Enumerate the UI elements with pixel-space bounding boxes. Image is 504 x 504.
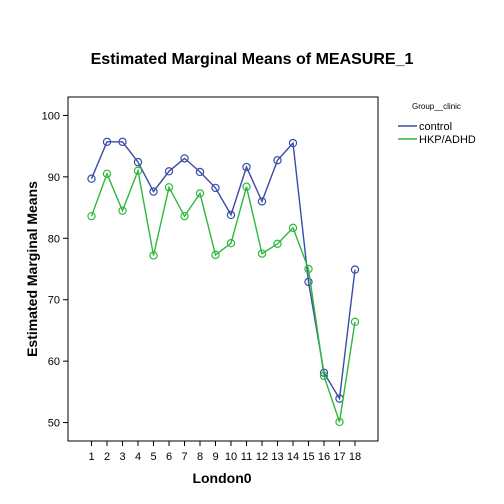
y-tick-label: 80 bbox=[48, 233, 60, 245]
legend-title: Group__clinic bbox=[412, 102, 461, 111]
data-point bbox=[226, 210, 236, 220]
data-point bbox=[319, 371, 329, 381]
data-point bbox=[242, 182, 251, 191]
data-point bbox=[304, 264, 313, 274]
x-tick-label: 14 bbox=[287, 451, 299, 463]
x-tick-label: 10 bbox=[225, 451, 237, 463]
chart-title: Estimated Marginal Means of MEASURE_1 bbox=[91, 51, 414, 68]
y-tick-label: 90 bbox=[48, 172, 60, 184]
data-point bbox=[195, 167, 205, 177]
data-point bbox=[288, 138, 298, 148]
data-point bbox=[211, 250, 220, 260]
data-point bbox=[102, 137, 112, 147]
data-point bbox=[350, 265, 360, 274]
x-tick-label: 18 bbox=[349, 451, 361, 463]
x-tick-label: 12 bbox=[256, 451, 268, 463]
series-line bbox=[90, 141, 356, 401]
series-2 bbox=[87, 166, 360, 427]
x-tick-label: 2 bbox=[104, 451, 110, 463]
y-axis-label: Estimated Marginal Means bbox=[24, 181, 40, 357]
x-tick-label: 17 bbox=[333, 451, 345, 463]
data-point bbox=[118, 137, 127, 147]
data-point bbox=[350, 317, 360, 327]
x-tick-label: 9 bbox=[212, 451, 218, 463]
x-tick-label: 11 bbox=[241, 451, 252, 463]
data-point bbox=[180, 154, 189, 163]
data-point bbox=[164, 167, 174, 176]
y-tick-label: 50 bbox=[48, 418, 60, 430]
data-point bbox=[118, 206, 127, 215]
x-tick-label: 16 bbox=[318, 451, 330, 463]
data-point bbox=[133, 166, 143, 175]
data-point bbox=[242, 162, 251, 172]
y-axis: 50 60 70 80 90 100 bbox=[42, 110, 68, 430]
x-tick-label: 3 bbox=[119, 451, 125, 463]
data-point bbox=[149, 187, 158, 196]
x-axis-label: London0 bbox=[192, 470, 251, 486]
x-tick-label: 6 bbox=[166, 451, 172, 463]
data-point bbox=[195, 189, 205, 198]
data-point bbox=[102, 169, 112, 178]
legend-label: control bbox=[419, 121, 452, 133]
x-axis: 1 2 3 4 5 6 7 8 9 10 11 12 13 14 15 16 17 18 bbox=[88, 441, 361, 463]
x-tick-label: 13 bbox=[271, 451, 283, 463]
data-point bbox=[273, 239, 282, 249]
data-point bbox=[335, 417, 344, 427]
data-point bbox=[211, 183, 220, 193]
y-tick-label: 60 bbox=[48, 356, 60, 368]
data-point bbox=[257, 249, 267, 258]
data-point bbox=[133, 157, 143, 167]
x-tick-label: 8 bbox=[197, 451, 203, 463]
data-point bbox=[288, 223, 298, 233]
data-point bbox=[304, 277, 313, 287]
legend-label: HKP/ADHD bbox=[419, 134, 476, 146]
x-tick-label: 4 bbox=[135, 451, 141, 463]
x-tick-label: 1 bbox=[88, 451, 94, 463]
x-tick-label: 7 bbox=[181, 451, 187, 463]
data-point bbox=[226, 238, 236, 248]
data-point bbox=[87, 174, 96, 183]
data-point bbox=[273, 156, 282, 165]
data-point bbox=[164, 183, 174, 192]
plot-area bbox=[67, 96, 379, 442]
y-tick-label: 70 bbox=[48, 295, 60, 307]
series-layer bbox=[87, 137, 360, 427]
x-tick-label: 5 bbox=[150, 451, 156, 463]
data-point bbox=[257, 197, 267, 206]
data-point bbox=[180, 211, 189, 221]
data-point bbox=[149, 251, 158, 260]
data-point bbox=[87, 211, 96, 221]
series-line bbox=[90, 168, 356, 423]
x-tick-label: 15 bbox=[302, 451, 314, 463]
y-tick-label: 100 bbox=[42, 110, 60, 122]
